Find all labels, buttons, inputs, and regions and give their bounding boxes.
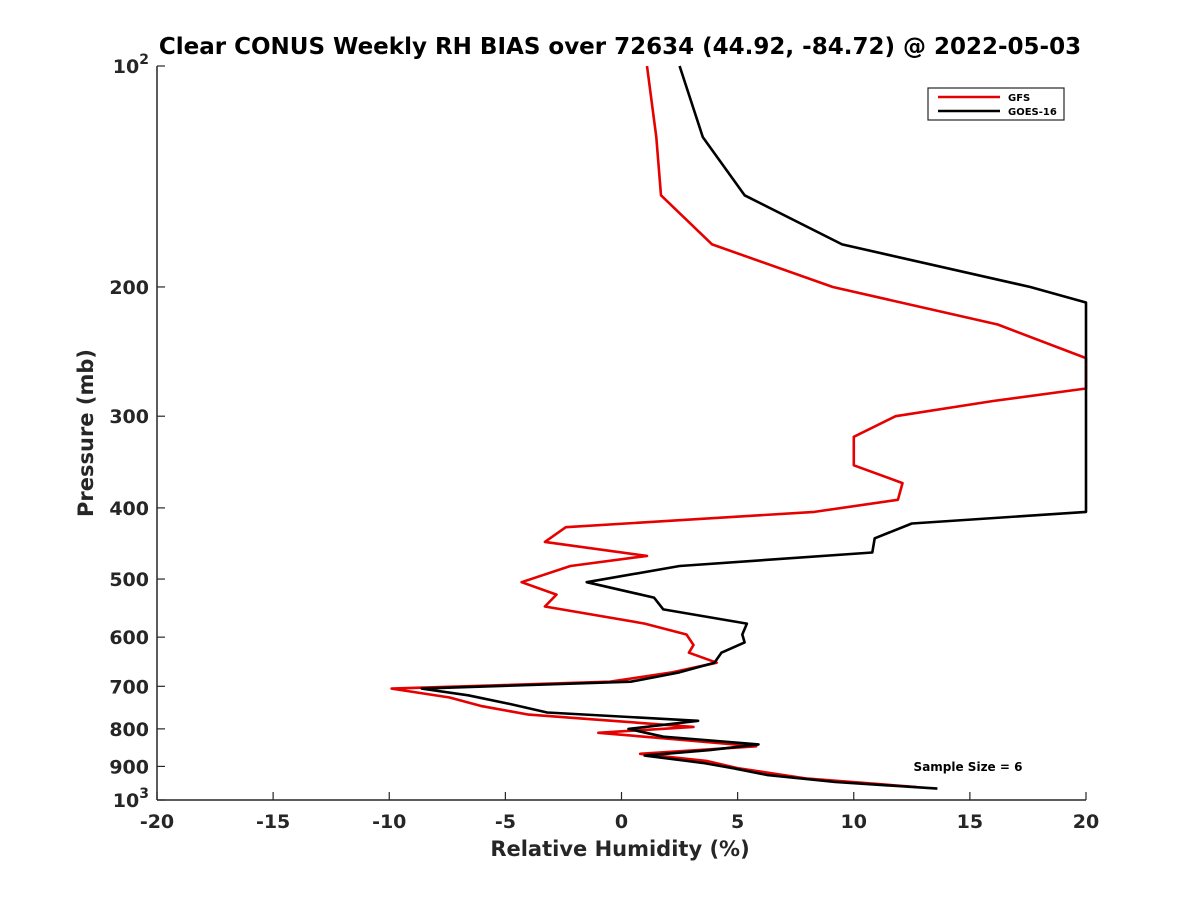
y-tick-label: 900	[109, 756, 149, 778]
legend: GFS GOES-16	[927, 87, 1065, 121]
series-layer	[390, 65, 1088, 790]
x-tick-label: -5	[495, 811, 516, 833]
x-tick-label: -15	[256, 811, 290, 833]
y-tick-label: 700	[109, 676, 149, 698]
legend-box	[927, 87, 1065, 121]
y-tick-label: 300	[109, 406, 149, 428]
axes-layer: -20 -15 -10 -5 0 5 10 15 20 102 200 300 400 500 600 700…	[109, 52, 1099, 833]
y-tick-label: 400	[109, 498, 149, 520]
x-tick-label: -10	[372, 811, 406, 833]
series-line-goes-16	[420, 65, 1088, 790]
series-line-gfs	[390, 65, 1088, 789]
legend-label: GFS	[1008, 93, 1030, 104]
y-tick-label: 800	[109, 719, 149, 741]
legend-label: GOES-16	[1008, 107, 1057, 118]
x-tick-label: 5	[731, 811, 744, 833]
y-tick-label: 103	[113, 786, 149, 812]
x-tick-label: 20	[1073, 811, 1099, 833]
sample-size-annotation: Sample Size = 6	[914, 760, 1023, 774]
x-tick-label: -20	[140, 811, 174, 833]
y-tick-label: 600	[109, 627, 149, 649]
x-tick-label: 0	[615, 811, 628, 833]
x-tick-label: 15	[957, 811, 983, 833]
x-tick-label: 10	[841, 811, 867, 833]
chart-title: Clear CONUS Weekly RH BIAS over 72634 (4…	[159, 34, 1081, 60]
y-tick-label: 200	[109, 277, 149, 299]
y-tick-label: 102	[113, 52, 149, 78]
x-axis-label: Relative Humidity (%)	[490, 837, 749, 861]
y-axis-label: Pressure (mb)	[74, 349, 98, 517]
y-tick-label: 500	[109, 569, 149, 591]
